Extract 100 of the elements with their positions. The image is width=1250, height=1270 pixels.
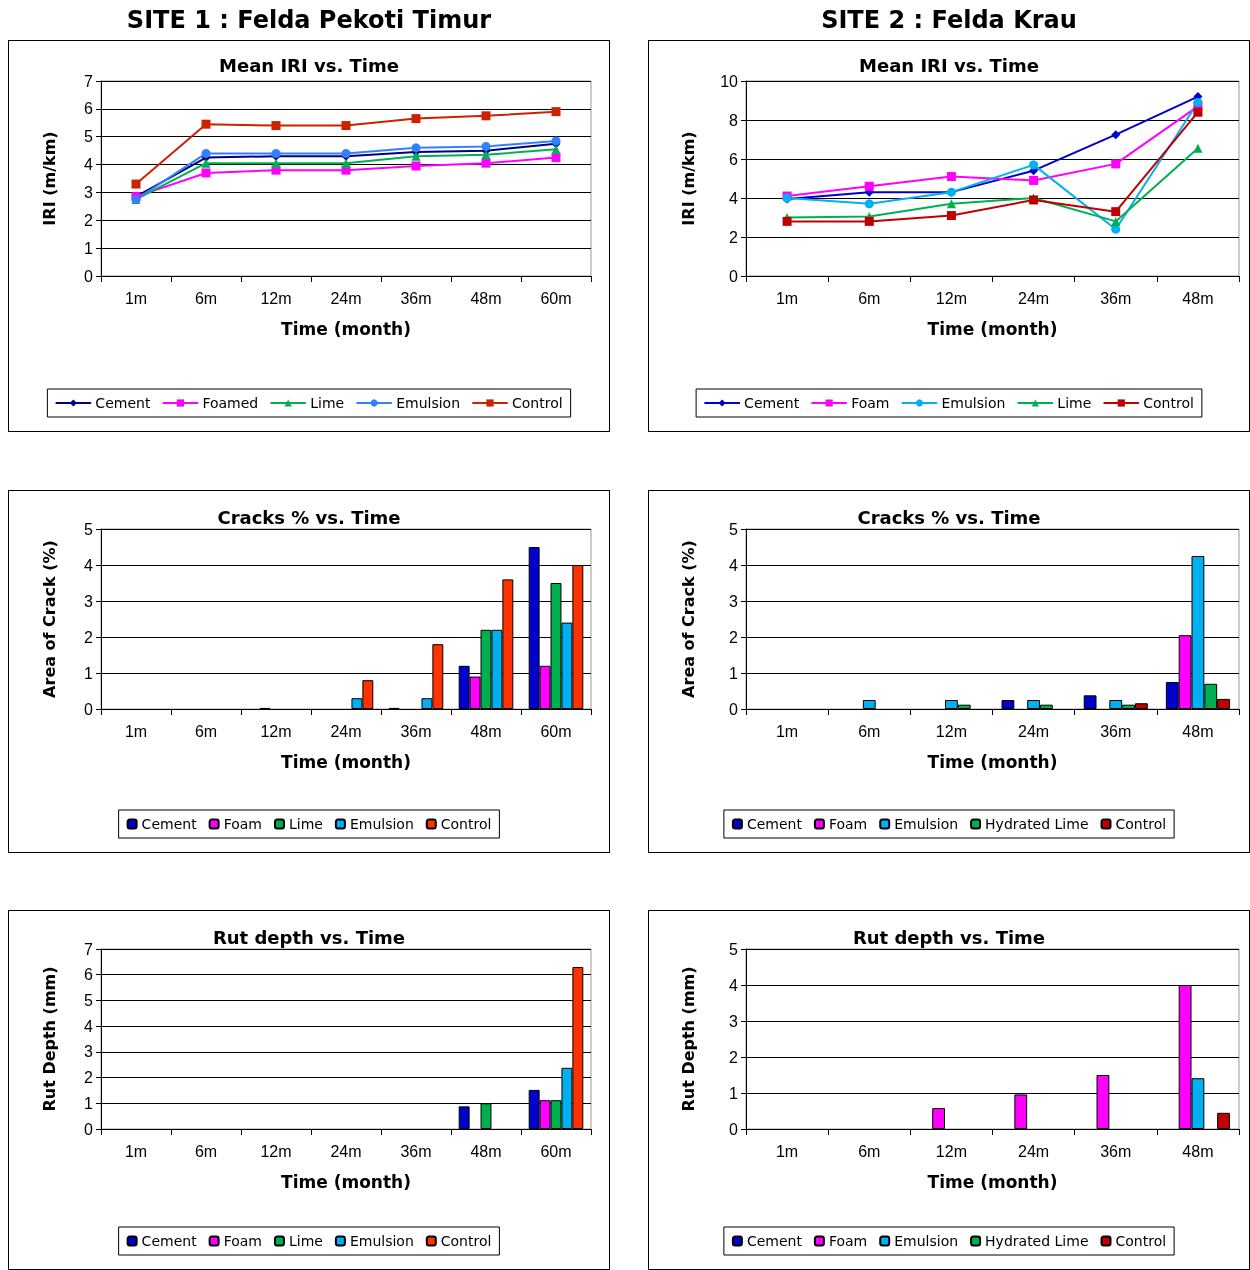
x-tick-label: 6m [194, 722, 218, 740]
point [1029, 160, 1039, 170]
chart-subtitle: SITE 1 : Felda Pekoti Timur [125, 5, 493, 36]
legend-label: Lime [1057, 395, 1092, 411]
y-tick-label: 2 [729, 228, 739, 246]
x-tick-label: 1m [124, 1142, 148, 1160]
point [1029, 175, 1039, 185]
legend-label: Cement [746, 1233, 803, 1249]
legend-label: Foam [223, 1233, 262, 1249]
point [131, 179, 141, 189]
y-tick-label: 0 [729, 267, 739, 285]
point [481, 150, 491, 160]
x-tick-label: 1m [124, 289, 148, 307]
legend-label: Control [440, 816, 492, 832]
chart-title: Mean IRI vs. Time [219, 54, 399, 76]
y-tick-label: 0 [729, 1120, 739, 1138]
y-tick-label: 2 [729, 628, 739, 646]
bar [862, 700, 876, 709]
point [864, 216, 874, 226]
x-tick-label: 6m [858, 1142, 881, 1160]
y-tick-label: 1 [84, 1094, 94, 1112]
x-tick-label: 36m [400, 722, 432, 740]
x-tick-label: 48m [1182, 1142, 1214, 1160]
y-tick-label: 6 [84, 966, 94, 984]
bar [932, 1108, 946, 1129]
x-tick-label: 12m [260, 289, 292, 307]
point [341, 158, 351, 168]
y-axis-title: Rut Depth (mm) [678, 966, 698, 1112]
x-axis-title: Time (month) [927, 318, 1058, 339]
point [201, 119, 211, 129]
y-tick-label: 5 [84, 128, 94, 146]
point [341, 121, 351, 131]
x-tick-label: 36m [400, 289, 432, 307]
x-axis-title: Time (month) [281, 1171, 411, 1192]
y-axis-title: Area of Crack (%) [39, 540, 59, 698]
y-tick-label: 1 [84, 239, 94, 257]
bar [1217, 1112, 1230, 1129]
point [1193, 97, 1203, 107]
y-tick-label: 5 [729, 940, 739, 958]
y-tick-label: 6 [729, 150, 739, 168]
chart-title: Mean IRI vs. Time [859, 54, 1039, 76]
y-tick-label: 3 [729, 592, 739, 610]
point [481, 141, 491, 151]
x-tick-label: 48m [1182, 722, 1214, 740]
chart-title: Cracks % vs. Time [217, 506, 401, 528]
x-tick-label: 12m [260, 1142, 292, 1160]
y-tick-label: 7 [84, 940, 94, 958]
x-tick-label: 60m [540, 289, 572, 307]
y-axis-title: IRI (m/km) [39, 131, 59, 226]
chart-title: Cracks % vs. Time [857, 506, 1041, 528]
y-tick-label: 2 [84, 1069, 94, 1087]
legend-label: Cement [744, 395, 800, 411]
bar [458, 1106, 470, 1129]
point [864, 199, 874, 209]
y-tick-label: 0 [84, 1120, 94, 1138]
y-axis-title: Rut Depth (mm) [39, 966, 59, 1112]
point [271, 158, 281, 168]
y-tick-label: 10 [720, 72, 739, 90]
chart-title: Rut depth vs. Time [212, 926, 406, 948]
x-tick-label: 1m [775, 289, 799, 307]
x-tick-label: 48m [470, 722, 502, 740]
point [782, 216, 792, 226]
point [1111, 216, 1121, 226]
chart-title: Rut depth vs. Time [852, 926, 1046, 948]
x-axis-title: Time (month) [281, 751, 411, 772]
y-tick-label: 5 [84, 520, 94, 538]
x-axis-title: Time (month) [281, 318, 411, 339]
point [1111, 159, 1121, 169]
point [201, 148, 211, 158]
legend-label: Hydrated Lime [985, 816, 1089, 832]
y-tick-label: 3 [84, 1043, 94, 1061]
y-tick-label: 3 [729, 1012, 739, 1030]
point [864, 181, 874, 191]
y-tick-label: 3 [84, 592, 94, 610]
x-axis-title: Time (month) [927, 751, 1058, 772]
x-tick-label: 36m [1100, 289, 1132, 307]
point [946, 211, 956, 221]
point [201, 168, 211, 178]
y-tick-label: 1 [84, 664, 94, 682]
point [481, 158, 491, 168]
y-tick-label: 2 [84, 628, 94, 646]
point [551, 144, 561, 154]
point [201, 158, 211, 168]
legend-label: Emulsion [894, 1233, 959, 1249]
x-tick-label: 12m [935, 1142, 967, 1160]
x-tick-label: 6m [194, 289, 218, 307]
chart-subtitle: SITE 2 : Felda Krau [820, 5, 1078, 36]
x-tick-label: 1m [124, 722, 148, 740]
legend-label: Lime [288, 1233, 323, 1249]
point [551, 107, 561, 117]
x-tick-label: 36m [1100, 1142, 1132, 1160]
y-axis-title: IRI (m/km) [678, 131, 698, 226]
legend-label: Foam [828, 1233, 868, 1249]
point [1111, 207, 1121, 217]
point [1111, 130, 1121, 140]
y-tick-label: 6 [84, 100, 94, 118]
x-tick-label: 60m [540, 722, 572, 740]
y-tick-label: 4 [84, 1017, 94, 1035]
x-tick-label: 24m [330, 289, 362, 307]
point [411, 161, 421, 171]
